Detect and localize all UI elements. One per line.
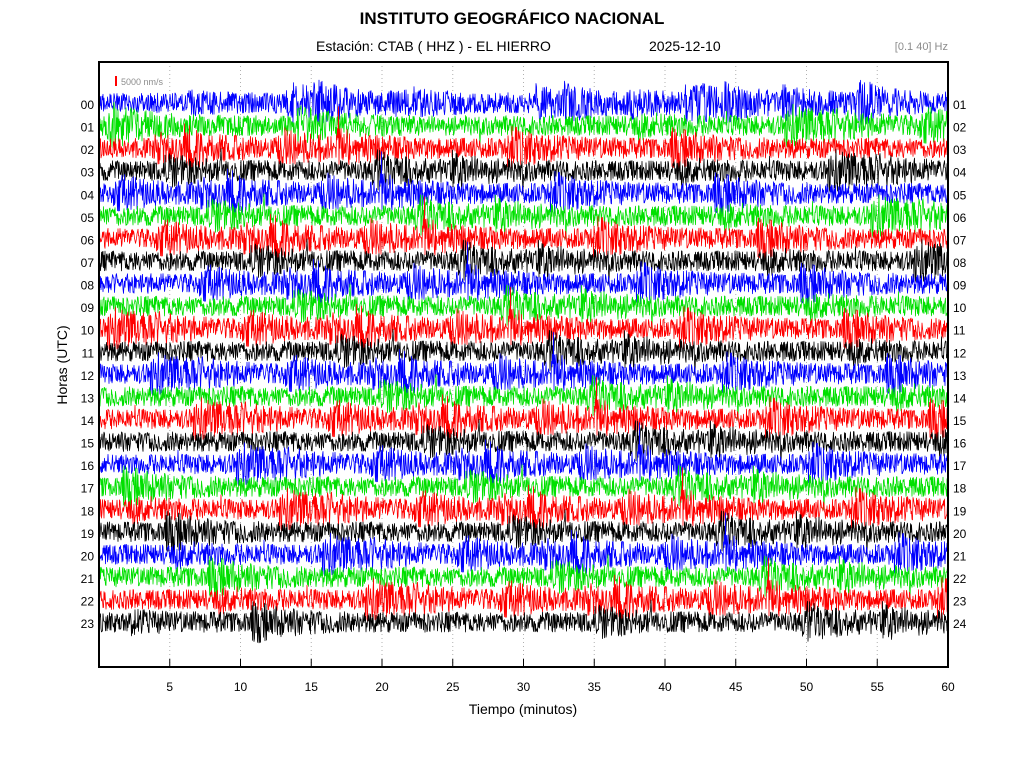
trace-hour-17 <box>98 464 949 511</box>
x-tick-label: 35 <box>588 680 602 694</box>
trace-hour-03 <box>98 148 949 195</box>
trace-hour-01 <box>98 102 949 149</box>
x-tick-label: 40 <box>658 680 672 694</box>
right-hour-label: 08 <box>953 256 967 270</box>
trace-hour-02 <box>98 106 949 171</box>
trace-hour-16 <box>98 422 949 487</box>
trace-hour-18 <box>98 467 949 532</box>
right-hour-labels: 01 02 03 04 05 06 07 08 09 10 11 12 13 14 15 16 17 18 19 20… <box>953 98 967 631</box>
x-tick-label: 30 <box>517 680 531 694</box>
left-hour-label: 02 <box>81 143 95 157</box>
left-hour-label: 03 <box>81 166 95 180</box>
right-hour-label: 20 <box>953 527 967 541</box>
chart-title: INSTITUTO GEOGRÁFICO NACIONAL <box>359 9 665 28</box>
left-hour-label: 18 <box>81 504 95 518</box>
scale-bar-label: 5000 nm/s <box>121 77 164 87</box>
trace-hour-09 <box>98 283 949 330</box>
x-tick-label: 55 <box>871 680 885 694</box>
left-hour-label: 17 <box>81 482 95 496</box>
left-hour-label: 05 <box>81 211 95 225</box>
right-hour-label: 06 <box>953 211 967 225</box>
trace-hour-23 <box>98 599 949 644</box>
x-axis-ticks: 5 10 15 20 25 30 35 40 45 50 55 60 <box>166 659 955 694</box>
right-hour-label: 11 <box>953 324 966 338</box>
trace-hour-10 <box>98 286 949 352</box>
trace-hour-20 <box>98 512 949 577</box>
trace-hour-04 <box>98 151 949 216</box>
left-hour-label: 14 <box>81 414 95 428</box>
trace-hour-19 <box>98 509 949 556</box>
left-hour-label: 21 <box>81 572 95 586</box>
left-hour-label: 23 <box>81 617 95 631</box>
x-tick-label: 50 <box>800 680 814 694</box>
seismic-traces <box>98 79 949 644</box>
trace-hour-21 <box>98 554 949 601</box>
right-hour-label: 19 <box>953 504 967 518</box>
left-hour-label: 07 <box>81 256 95 270</box>
trace-hour-11 <box>98 328 949 375</box>
right-hour-label: 16 <box>953 437 967 451</box>
right-hour-label: 21 <box>953 549 967 563</box>
left-hour-label: 09 <box>81 301 95 315</box>
x-tick-label: 5 <box>166 680 173 694</box>
trace-hour-12 <box>98 331 949 397</box>
left-hour-label: 12 <box>81 369 95 383</box>
x-axis-label: Tiempo (minutos) <box>469 701 577 717</box>
left-hour-label: 22 <box>81 595 95 609</box>
right-hour-label: 13 <box>953 369 967 383</box>
amplitude-scale-marker: 5000 nm/s <box>115 76 164 87</box>
left-hour-label: 04 <box>81 188 95 202</box>
x-tick-label: 15 <box>305 680 319 694</box>
right-hour-label: 12 <box>953 346 967 360</box>
right-hour-label: 14 <box>953 391 967 405</box>
left-hour-label: 00 <box>81 98 95 112</box>
trace-hour-14 <box>98 377 949 442</box>
filter-band-label: [0.1 40] Hz <box>894 41 948 53</box>
right-hour-label: 15 <box>953 414 967 428</box>
x-tick-label: 25 <box>446 680 460 694</box>
y-axis-label: Horas (UTC) <box>54 325 70 404</box>
right-hour-label: 09 <box>953 279 967 293</box>
trace-hour-06 <box>98 196 949 261</box>
left-hour-label: 19 <box>81 527 95 541</box>
right-hour-label: 22 <box>953 572 967 586</box>
right-hour-label: 24 <box>953 617 967 631</box>
trace-hour-08 <box>98 241 949 306</box>
left-hour-label: 08 <box>81 279 95 293</box>
right-hour-label: 23 <box>953 595 967 609</box>
right-hour-label: 07 <box>953 233 967 247</box>
right-hour-label: 18 <box>953 482 967 496</box>
trace-hour-15 <box>98 419 949 465</box>
left-hour-label: 16 <box>81 459 95 473</box>
trace-hour-05 <box>98 193 949 240</box>
right-hour-label: 02 <box>953 121 967 135</box>
left-hour-labels: 00 01 02 03 04 05 06 07 08 09 10 11 12 13 14 15 16 17 18 19… <box>81 98 95 631</box>
right-hour-label: 10 <box>953 301 967 315</box>
station-subtitle: Estación: CTAB ( HHZ ) - EL HIERRO <box>316 38 551 54</box>
x-tick-label: 45 <box>729 680 743 694</box>
left-hour-label: 10 <box>81 324 95 338</box>
trace-hour-07 <box>98 238 949 285</box>
right-hour-label: 04 <box>953 166 967 180</box>
right-hour-label: 17 <box>953 459 967 473</box>
right-hour-label: 05 <box>953 188 967 202</box>
x-tick-label: 60 <box>941 680 955 694</box>
left-hour-label: 15 <box>81 437 95 451</box>
date-subtitle: 2025-12-10 <box>649 38 721 54</box>
x-tick-label: 10 <box>234 680 248 694</box>
right-hour-label: 01 <box>953 98 967 112</box>
left-hour-label: 20 <box>81 549 95 563</box>
trace-hour-00 <box>98 79 949 129</box>
right-hour-label: 03 <box>953 143 967 157</box>
trace-hour-13 <box>98 373 949 420</box>
left-hour-label: 11 <box>82 346 95 360</box>
left-hour-label: 01 <box>81 121 95 135</box>
left-hour-label: 13 <box>81 391 95 405</box>
x-tick-label: 20 <box>375 680 389 694</box>
left-hour-label: 06 <box>81 233 95 247</box>
